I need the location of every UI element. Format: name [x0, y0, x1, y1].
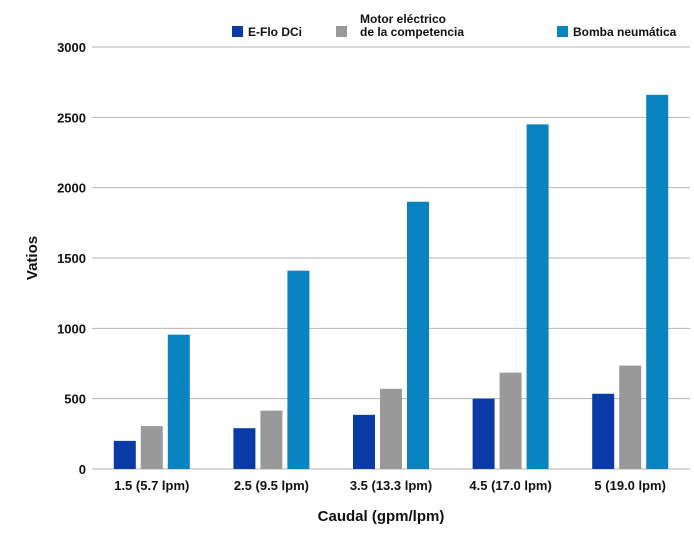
bar: [592, 393, 615, 469]
bar: [167, 334, 190, 469]
x-tick-label: 4.5 (17.0 lpm): [469, 478, 551, 493]
legend-swatch: [232, 26, 243, 37]
y-tick-label: 1500: [57, 251, 86, 266]
y-tick-label: 1000: [57, 321, 86, 336]
bar: [526, 124, 549, 469]
legend-label: Bomba neumática: [573, 25, 677, 39]
x-axis-ticks: 1.5 (5.7 lpm) 2.5 (9.5 lpm) 3.5 (13.3 lpm)…: [114, 478, 666, 493]
bars: [113, 94, 669, 470]
legend-label: Motor eléctrico de la competencia: [360, 12, 464, 39]
x-tick-label: 3.5 (13.3 lpm): [350, 478, 432, 493]
legend-label-line: Motor eléctrico: [360, 12, 446, 26]
y-tick-label: 3000: [57, 40, 86, 55]
y-tick-label: 2500: [57, 110, 86, 125]
bar: [353, 414, 375, 469]
bar: [287, 270, 310, 469]
y-axis-ticks: 0 500 1000 1500 2000 2500 3000: [57, 40, 86, 477]
legend-label: E-Flo DCi: [248, 25, 302, 39]
x-tick-label: 5 (19.0 lpm): [594, 478, 666, 493]
y-tick-label: 0: [79, 462, 86, 477]
x-tick-label: 2.5 (9.5 lpm): [234, 478, 309, 493]
bar: [472, 398, 495, 469]
legend-swatch: [557, 26, 568, 37]
gridlines: [92, 46, 690, 470]
bar: [260, 410, 283, 469]
x-tick-label: 1.5 (5.7 lpm): [114, 478, 189, 493]
bar: [233, 428, 256, 469]
y-tick-label: 2000: [57, 181, 86, 196]
bar: [113, 440, 136, 469]
legend: E-Flo DCi Motor eléctrico de la competenci…: [232, 12, 677, 39]
bar: [646, 94, 669, 470]
y-tick-label: 500: [64, 392, 86, 407]
bar: [499, 372, 522, 469]
bar: [407, 201, 429, 469]
x-axis-label: Caudal (gpm/lpm): [318, 508, 445, 525]
bar: [619, 365, 642, 469]
bar: [140, 426, 163, 469]
legend-swatch: [336, 26, 347, 37]
bar: [380, 388, 402, 469]
legend-label-line: de la competencia: [360, 25, 464, 39]
y-axis-label: Vatios: [24, 236, 41, 280]
